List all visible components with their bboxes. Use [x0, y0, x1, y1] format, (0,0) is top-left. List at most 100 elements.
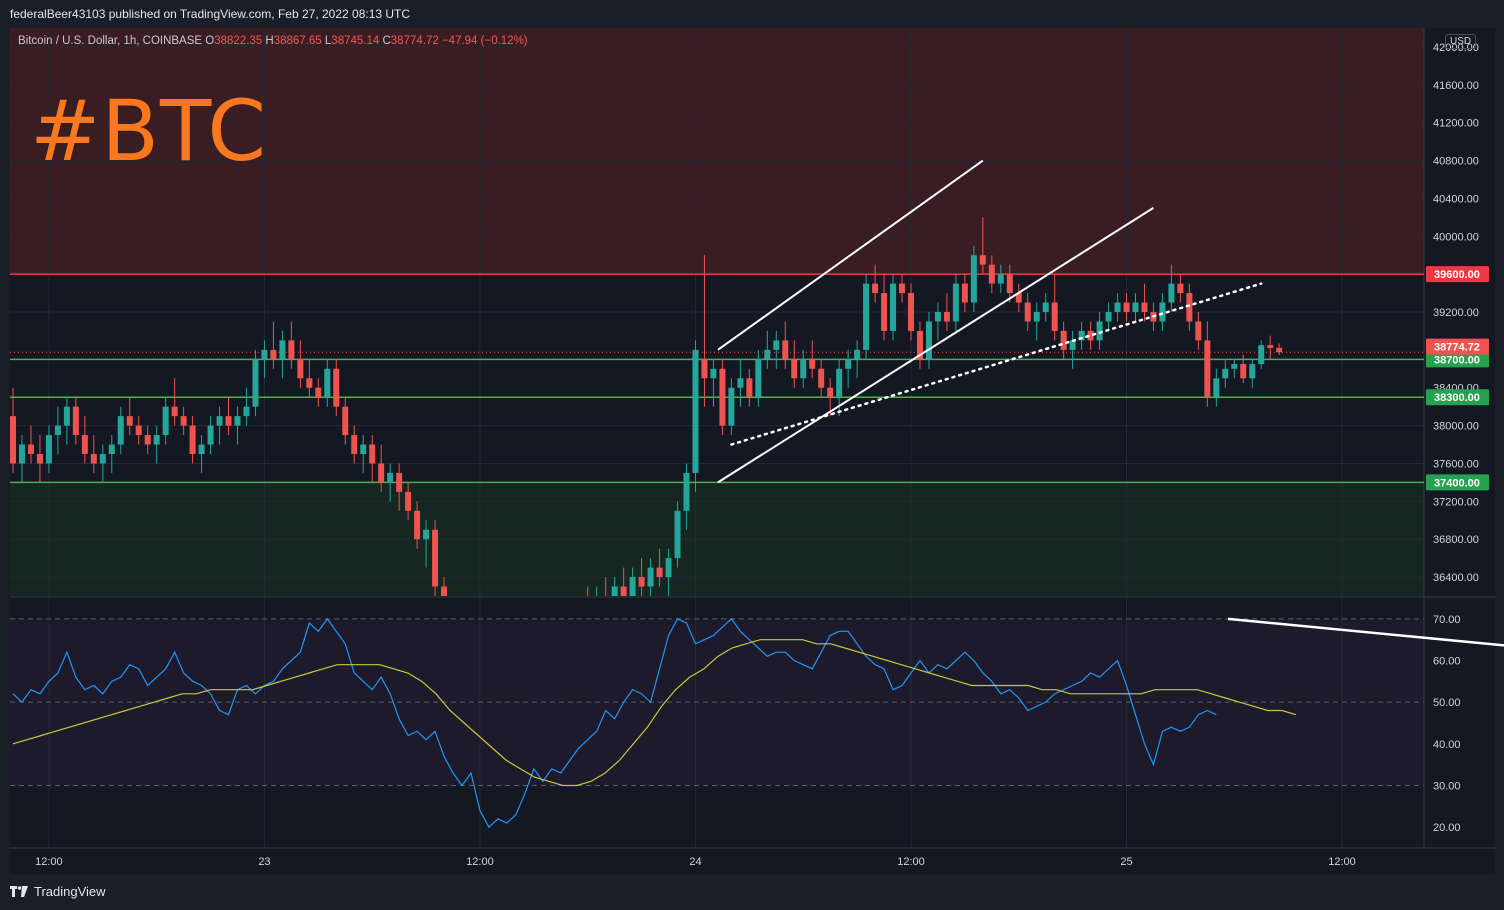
price-tick: 36400.00: [1433, 572, 1479, 584]
low-label: L: [324, 35, 332, 47]
candle-body: [1123, 302, 1130, 312]
publisher-bar: federalBeer43103 published on TradingVie…: [0, 0, 1504, 28]
candle-body: [1186, 293, 1193, 322]
candle-body: [288, 340, 295, 360]
candle-body: [620, 586, 627, 596]
candle-body: [594, 596, 600, 615]
candle-body: [1177, 283, 1184, 294]
candle-body: [414, 510, 421, 540]
candle-body: [585, 605, 591, 614]
candle-body: [611, 586, 618, 596]
level-tag-38700: 38700.00: [1434, 354, 1480, 366]
last-price-tag: 38774.72: [1434, 342, 1480, 354]
candle-body: [10, 416, 16, 464]
last-price-tag-bg: [1426, 338, 1489, 355]
level-tag-38300: 38300.00: [1434, 392, 1480, 404]
candle-body: [854, 349, 861, 360]
candle-body: [108, 444, 115, 454]
price-change: −47.94 (−0.12%): [441, 35, 528, 47]
candle-body: [378, 463, 385, 483]
candle-body: [1222, 368, 1229, 379]
price-tick: 41600.00: [1433, 80, 1479, 92]
candle-body: [988, 264, 995, 284]
candle-body: [1051, 302, 1058, 331]
candle-body: [1114, 302, 1121, 312]
candle-body: [979, 255, 986, 265]
close-value: 38774.72: [390, 35, 439, 47]
candle-body: [970, 255, 977, 303]
candle-body: [315, 387, 322, 398]
candle-body: [710, 368, 717, 379]
price-tick: 42000.00: [1433, 42, 1479, 54]
tradingview-logo[interactable]: TradingView: [10, 884, 106, 899]
candle-body: [1060, 330, 1067, 350]
rsi-tick: 20.00: [1433, 822, 1461, 834]
price-tick: 37200.00: [1433, 496, 1479, 508]
candle-body: [396, 472, 403, 492]
candle-body: [809, 359, 816, 369]
price-tick: 41200.00: [1433, 118, 1479, 130]
candle-body: [126, 416, 133, 426]
rsi-tick: 40.00: [1433, 739, 1461, 751]
symbol-name: Bitcoin / U.S. Dollar, 1h, COINBASE: [18, 35, 203, 47]
rsi-line: [12, 617, 1217, 829]
candle-body: [270, 349, 277, 360]
candle-body: [674, 510, 681, 559]
close-label: C: [382, 35, 391, 47]
candle-body: [908, 293, 914, 331]
price-tick: 36800.00: [1433, 534, 1479, 546]
candle-body: [306, 378, 313, 388]
candle-body: [1006, 274, 1013, 294]
candle-body: [297, 359, 304, 379]
candle-body: [899, 283, 906, 294]
candle-body: [845, 359, 852, 369]
candle-body: [1258, 345, 1265, 365]
candle-body: [1249, 364, 1256, 379]
candle-body: [629, 577, 636, 596]
resistance-zone: [10, 28, 1424, 275]
price-tick: 38000.00: [1433, 421, 1479, 433]
candle-body: [369, 444, 376, 464]
candle-body: [324, 368, 331, 398]
candle-body: [99, 454, 106, 464]
candle-body: [144, 435, 151, 445]
candle-body: [189, 425, 196, 454]
candle-body: [351, 435, 358, 454]
ascending-channel-lower: [717, 207, 1154, 484]
candle-body: [791, 359, 798, 379]
candle-body: [764, 349, 771, 360]
tradingview-brand: TradingView: [34, 884, 106, 899]
symbol-legend: Bitcoin / U.S. Dollar, 1h, COINBASE O388…: [18, 35, 528, 47]
currency-button[interactable]: USD: [1445, 34, 1477, 49]
price-tick: 39200.00: [1433, 307, 1479, 319]
candle-body: [818, 368, 825, 388]
time-tick: 24: [689, 856, 701, 868]
candle-body: [279, 340, 286, 360]
rsi-group: [12, 617, 1297, 829]
candle-body: [1213, 378, 1220, 398]
candle-body: [1096, 321, 1103, 341]
dotted-trendline: [730, 282, 1263, 446]
candle-body: [943, 312, 950, 322]
level-tag-38700-bg: [1426, 351, 1489, 368]
candle-body: [737, 378, 744, 388]
level-tag-37400-bg: [1426, 474, 1489, 491]
candle-body: [872, 283, 879, 294]
candle-body: [925, 321, 932, 360]
open-label: O: [205, 35, 215, 47]
candle-body: [171, 406, 178, 417]
candle-body: [234, 416, 241, 426]
candle-body: [1078, 330, 1085, 341]
candle-body: [665, 558, 672, 578]
candle-body: [432, 529, 439, 587]
candle-body: [1042, 302, 1049, 312]
time-tick: 12:00: [466, 856, 494, 868]
time-tick: 12:00: [35, 856, 63, 868]
candle-body: [881, 293, 888, 331]
rsi-tick: 30.00: [1433, 781, 1461, 793]
candle-body: [961, 283, 968, 303]
candle-body: [890, 283, 897, 331]
candle-body: [656, 567, 663, 578]
candle-body: [1024, 302, 1031, 322]
